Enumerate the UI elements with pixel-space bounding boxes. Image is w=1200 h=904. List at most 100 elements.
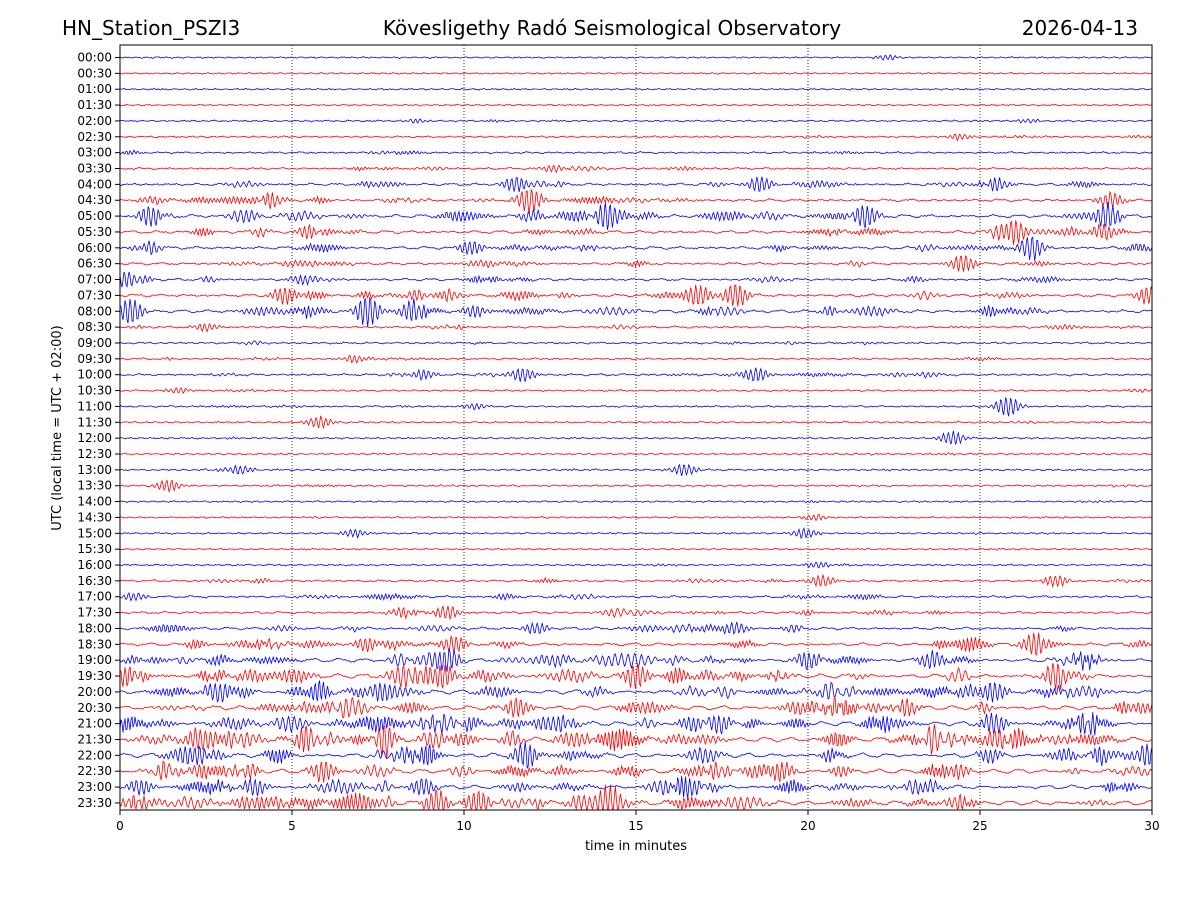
- y-tick-label: 18:30: [77, 637, 112, 651]
- seismic-trace-0900: [119, 340, 1153, 346]
- seismic-trace-0930: [119, 354, 1153, 364]
- y-tick-label: 06:30: [77, 257, 112, 271]
- y-tick-label: 09:30: [77, 352, 112, 366]
- chart-title: Kövesligethy Radó Seismological Observat…: [383, 16, 841, 40]
- x-tick-label: 15: [628, 819, 643, 833]
- y-tick-label: 02:00: [77, 114, 112, 128]
- y-tick-label: 11:00: [77, 399, 112, 413]
- seismic-trace-1530: [119, 547, 1153, 551]
- seismic-trace-0130: [119, 103, 1153, 107]
- y-tick-label: 07:00: [77, 273, 112, 287]
- seismic-trace-0700: [119, 271, 1153, 288]
- y-tick-label: 17:00: [77, 590, 112, 604]
- x-tick-label: 10: [456, 819, 471, 833]
- x-tick-label: 25: [972, 819, 987, 833]
- y-tick-label: 14:30: [77, 510, 112, 524]
- y-tick-label: 20:00: [77, 685, 112, 699]
- seismic-trace-0230: [119, 133, 1153, 142]
- seismic-trace-1200: [119, 430, 1153, 445]
- seismic-trace-0830: [120, 323, 1153, 333]
- y-tick-label: 22:00: [77, 748, 112, 762]
- seismic-trace-1300: [119, 463, 1153, 477]
- seismic-trace-0530: [119, 219, 1153, 245]
- seismic-trace-1730: [119, 605, 1153, 621]
- y-tick-label: 13:00: [77, 463, 112, 477]
- y-tick-label: 08:00: [77, 304, 112, 318]
- y-tick-label: 23:30: [77, 796, 112, 810]
- y-tick-label: 05:30: [77, 225, 112, 239]
- seismic-trace-1100: [119, 397, 1153, 417]
- y-tick-label: 21:30: [77, 732, 112, 746]
- y-tick-label: 02:30: [77, 130, 112, 144]
- gridlines: [291, 45, 981, 810]
- seismic-trace-0400: [119, 176, 1153, 193]
- seismic-trace-0000: [119, 53, 1153, 61]
- y-tick-label: 09:00: [77, 336, 112, 350]
- seismic-trace-0600: [119, 236, 1153, 262]
- seismic-trace-1230: [119, 452, 1153, 456]
- x-tick-label: 5: [288, 819, 296, 833]
- y-tick-label: 07:30: [77, 288, 112, 302]
- y-tick-label: 12:30: [77, 447, 112, 461]
- seismic-trace-2030: [119, 696, 1153, 719]
- y-tick-label: 19:00: [77, 653, 112, 667]
- seismic-trace-1030: [120, 386, 1153, 395]
- seismic-trace-0430: [119, 189, 1153, 215]
- x-tick-label: 20: [800, 819, 815, 833]
- station-name: HN_Station_PSZI3: [62, 16, 240, 40]
- seismic-trace-1800: [119, 621, 1152, 635]
- seismic-trace-1630: [119, 574, 1153, 589]
- y-tick-label: 22:30: [77, 764, 112, 778]
- y-axis-label: UTC (local time = UTC + 02:00): [50, 325, 65, 530]
- seismic-trace-2100: [119, 712, 1153, 736]
- y-tick-label: 23:00: [77, 780, 112, 794]
- plot-frame: [119, 44, 1153, 811]
- seismic-trace-1900: [119, 648, 1152, 672]
- y-tick-label: 06:00: [77, 241, 112, 255]
- seismic-traces: [119, 53, 1153, 811]
- y-tick-label: 08:30: [77, 320, 112, 334]
- y-tick-label: 01:00: [77, 82, 112, 96]
- y-tick-label: 16:30: [77, 574, 112, 588]
- x-ticks: 0 5 10 15 20 25 30: [116, 810, 1160, 833]
- chart-date: 2026-04-13: [1022, 16, 1138, 40]
- seismic-trace-0630: [120, 255, 1153, 272]
- y-tick-label: 20:30: [77, 701, 112, 715]
- seismic-trace-1600: [119, 561, 1153, 569]
- seismic-trace-1500: [119, 527, 1153, 539]
- y-tick-label: 18:00: [77, 621, 112, 635]
- y-tick-label: 14:00: [77, 495, 112, 509]
- seismic-trace-0800: [119, 296, 1153, 328]
- y-tick-label: 03:00: [77, 146, 112, 160]
- y-tick-label: 16:00: [77, 558, 112, 572]
- y-tick-label: 15:30: [77, 542, 112, 556]
- y-tick-label: 05:00: [77, 209, 112, 223]
- y-tick-label: 10:30: [77, 384, 112, 398]
- x-tick-label: 30: [1144, 819, 1159, 833]
- seismic-trace-0730: [119, 284, 1153, 307]
- seismic-trace-2130: [119, 724, 1153, 758]
- seismic-trace-1930: [119, 663, 1153, 690]
- seismic-trace-1130: [119, 415, 1153, 430]
- y-tick-label: 10:00: [77, 368, 112, 382]
- x-tick-label: 0: [116, 819, 124, 833]
- y-tick-label: 11:30: [77, 415, 112, 429]
- seismic-trace-2300: [119, 775, 1153, 800]
- y-tick-label: 13:30: [77, 479, 112, 493]
- seismic-trace-1400: [119, 499, 1153, 504]
- seismic-trace-1000: [119, 367, 1153, 382]
- y-tick-label: 17:30: [77, 606, 112, 620]
- seismic-trace-2200: [119, 741, 1153, 770]
- seismic-trace-0030: [119, 71, 1153, 75]
- y-tick-label: 04:00: [77, 177, 112, 191]
- seismic-trace-1700: [119, 592, 1153, 602]
- y-tick-label: 21:00: [77, 717, 112, 731]
- y-tick-label: 15:00: [77, 526, 112, 540]
- seismic-trace-0500: [119, 201, 1153, 230]
- y-tick-label: 19:30: [77, 669, 112, 683]
- y-tick-label: 04:30: [77, 193, 112, 207]
- seismic-trace-2000: [119, 680, 1153, 703]
